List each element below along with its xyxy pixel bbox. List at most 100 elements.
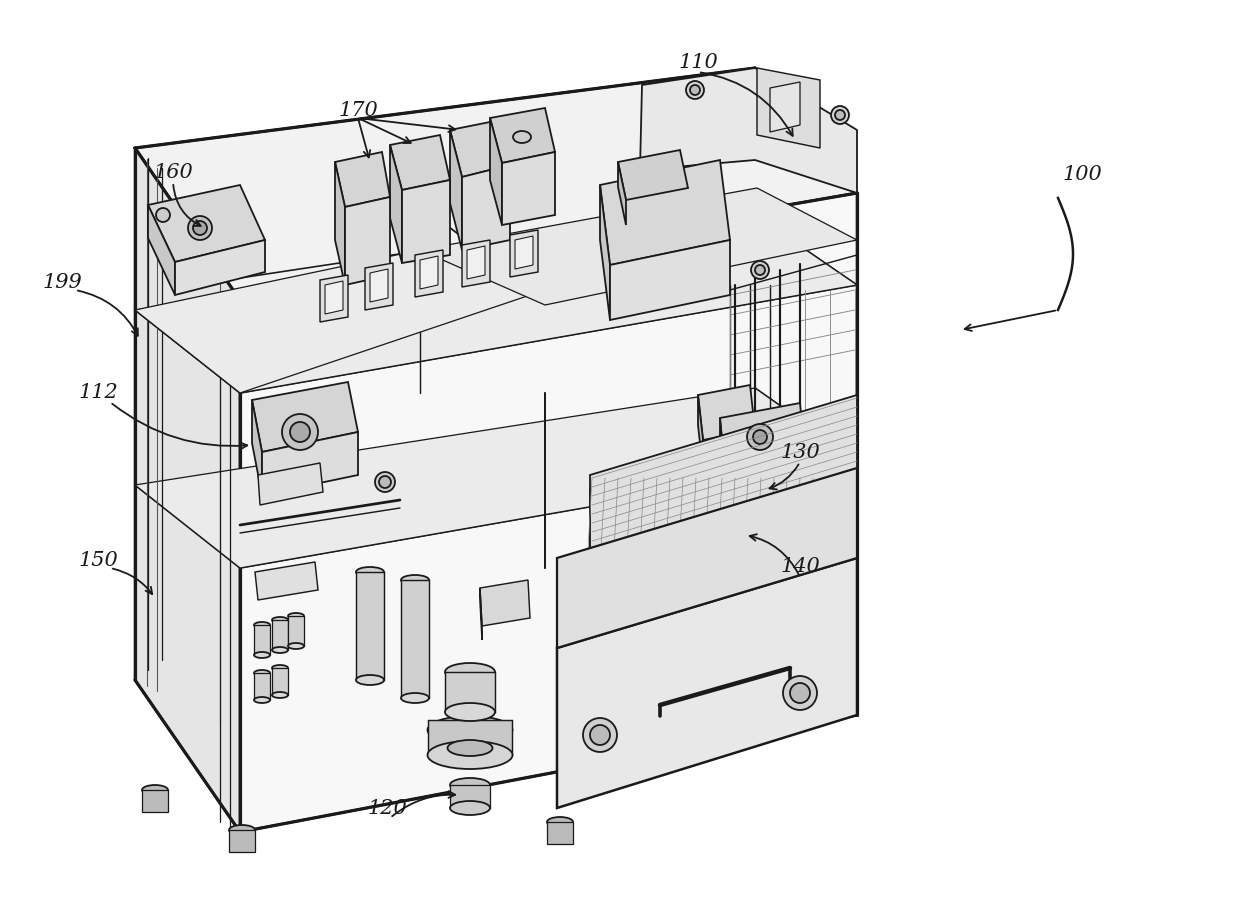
Polygon shape <box>480 588 482 640</box>
Circle shape <box>156 208 170 222</box>
Ellipse shape <box>445 663 495 681</box>
Ellipse shape <box>450 778 490 792</box>
Polygon shape <box>510 230 538 277</box>
Polygon shape <box>756 68 820 148</box>
Polygon shape <box>255 562 317 600</box>
Circle shape <box>751 261 769 279</box>
Polygon shape <box>450 130 463 250</box>
Polygon shape <box>415 250 443 297</box>
Ellipse shape <box>143 785 167 795</box>
Text: 160: 160 <box>153 162 193 182</box>
Ellipse shape <box>288 613 304 619</box>
Ellipse shape <box>428 716 512 744</box>
Ellipse shape <box>356 675 384 685</box>
Text: 120: 120 <box>367 798 407 818</box>
Polygon shape <box>320 275 348 322</box>
Polygon shape <box>365 263 393 310</box>
Polygon shape <box>356 572 384 680</box>
Circle shape <box>790 683 810 703</box>
Ellipse shape <box>254 670 270 676</box>
Circle shape <box>379 476 391 488</box>
Polygon shape <box>557 468 857 648</box>
Polygon shape <box>288 616 304 646</box>
Polygon shape <box>402 180 450 263</box>
Ellipse shape <box>356 567 384 577</box>
Polygon shape <box>428 720 512 755</box>
Ellipse shape <box>272 692 288 698</box>
Polygon shape <box>450 785 490 808</box>
Polygon shape <box>252 382 358 452</box>
Polygon shape <box>480 580 529 626</box>
Text: 150: 150 <box>78 550 118 569</box>
Polygon shape <box>335 162 345 285</box>
Polygon shape <box>135 148 241 832</box>
Polygon shape <box>698 385 755 440</box>
Circle shape <box>746 424 773 450</box>
Polygon shape <box>502 152 556 225</box>
Text: 170: 170 <box>339 101 378 119</box>
Ellipse shape <box>513 131 531 143</box>
Polygon shape <box>600 160 730 265</box>
Polygon shape <box>618 150 688 200</box>
Ellipse shape <box>428 741 512 769</box>
Polygon shape <box>370 269 388 302</box>
Text: 100: 100 <box>1063 165 1102 185</box>
Polygon shape <box>515 236 533 269</box>
Circle shape <box>753 430 768 444</box>
Polygon shape <box>135 388 857 568</box>
Polygon shape <box>557 558 857 808</box>
Ellipse shape <box>547 817 573 827</box>
Polygon shape <box>272 620 288 650</box>
Circle shape <box>835 110 844 120</box>
Polygon shape <box>143 790 167 812</box>
Polygon shape <box>401 580 429 698</box>
Circle shape <box>831 106 849 124</box>
Circle shape <box>689 85 701 95</box>
Ellipse shape <box>272 665 288 671</box>
Polygon shape <box>640 68 857 193</box>
Polygon shape <box>547 822 573 844</box>
Polygon shape <box>590 395 857 572</box>
Polygon shape <box>229 830 255 852</box>
Polygon shape <box>148 205 175 295</box>
Polygon shape <box>272 668 288 695</box>
Circle shape <box>782 676 817 710</box>
Polygon shape <box>720 403 805 473</box>
Polygon shape <box>698 395 703 470</box>
Polygon shape <box>135 68 857 300</box>
Polygon shape <box>600 185 610 320</box>
Polygon shape <box>175 240 265 295</box>
Polygon shape <box>590 428 857 610</box>
Circle shape <box>583 718 618 752</box>
Polygon shape <box>490 108 556 163</box>
Circle shape <box>281 414 317 450</box>
Polygon shape <box>770 82 800 132</box>
Polygon shape <box>463 240 490 287</box>
Polygon shape <box>463 165 510 250</box>
Polygon shape <box>241 193 857 832</box>
Circle shape <box>374 472 396 492</box>
Polygon shape <box>262 432 358 495</box>
Polygon shape <box>345 197 391 285</box>
Polygon shape <box>420 256 438 289</box>
Polygon shape <box>335 152 391 207</box>
Polygon shape <box>254 673 270 700</box>
Polygon shape <box>720 418 725 503</box>
Polygon shape <box>135 215 857 393</box>
Polygon shape <box>391 135 450 190</box>
Text: 112: 112 <box>78 383 118 402</box>
Ellipse shape <box>448 740 492 756</box>
Text: 140: 140 <box>780 557 820 577</box>
Text: 130: 130 <box>780 442 820 462</box>
Ellipse shape <box>288 643 304 649</box>
Polygon shape <box>445 672 495 712</box>
Polygon shape <box>252 400 262 495</box>
Polygon shape <box>450 120 510 177</box>
Polygon shape <box>590 408 857 592</box>
Polygon shape <box>148 185 265 262</box>
Ellipse shape <box>445 703 495 721</box>
Text: 110: 110 <box>678 53 718 71</box>
Polygon shape <box>490 118 502 225</box>
Ellipse shape <box>272 647 288 653</box>
Ellipse shape <box>254 652 270 658</box>
